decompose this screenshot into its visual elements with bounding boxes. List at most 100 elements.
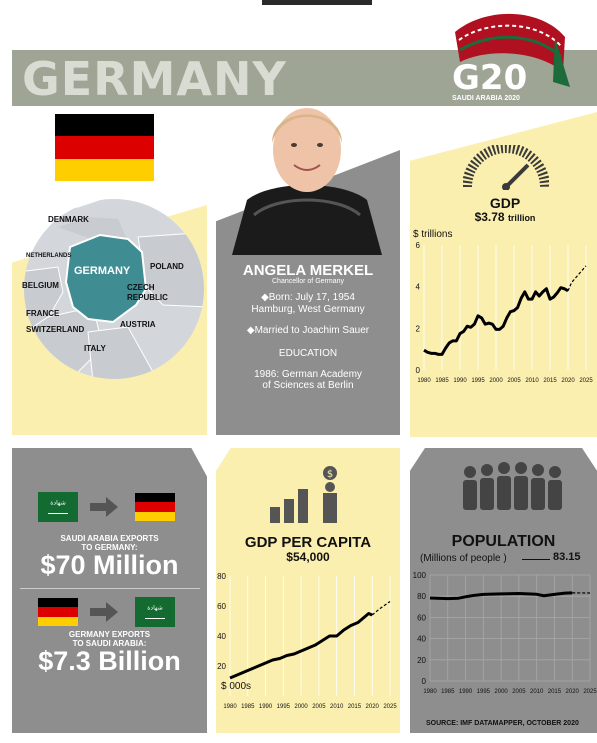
y-tick-label: 0 [416,366,421,375]
top-bar [262,0,372,5]
x-tick-label: 2025 [583,689,597,695]
y-tick-label: 6 [416,241,421,250]
x-tick-label: 2000 [489,378,503,384]
y-tick-label: 0 [422,677,427,686]
export-label-1: SAUDI ARABIA EXPORTS [60,534,159,543]
x-tick-label: 2005 [507,378,521,384]
y-tick-label: 40 [217,632,226,641]
x-tick-label: 2010 [525,378,539,384]
leader-born-date: ◆Born: July 17, 1954 [261,292,355,303]
leader-born-place: Hamburg, West Germany [251,304,365,315]
x-tick-label: 1980 [423,689,437,695]
y-tick-label: 40 [417,635,426,644]
germany-flag-3 [38,598,78,626]
x-tick-label: 2010 [530,689,544,695]
map-label-france: FRANCE [26,309,60,318]
y-tick-label: 2 [416,324,421,333]
g20-logo-text: G20 [452,58,528,98]
x-tick-label: 1980 [223,704,237,710]
saudi-flag-2: شهادة [135,597,175,627]
header-band [12,50,597,106]
projection-line [567,265,587,292]
gdp-per-capita-chart: 1980 1985 1990 1995 2000 2005 2010 2015 2020 2025… [217,572,397,710]
education-heading: EDUCATION [278,348,338,359]
x-tick-label: 2015 [548,689,562,695]
trade-panel [12,448,207,733]
y-tick-label: 4 [416,283,421,292]
trade-divider [20,588,200,589]
series-line [423,286,569,356]
population-latest-value: 83.15 [553,551,581,563]
series-line [429,591,573,601]
ribbon-decoration [455,13,570,87]
y-tick-label: 60 [217,602,226,611]
x-tick-label: 1995 [471,378,485,384]
y-tick-label: 60 [417,613,426,622]
x-tick-label: 2000 [294,704,308,710]
y-tick-label: 100 [413,571,427,580]
arrow-right-icon [90,602,118,622]
gauge-icon [463,145,549,190]
x-tick-label: 1985 [241,704,255,710]
education-line-2: of Sciences at Berlin [262,380,354,391]
map-label-italy: ITALY [84,344,106,353]
gdp-per-capita-value: $54,000 [286,550,330,564]
g20-subtitle: SAUDI ARABIA 2020 [452,95,520,102]
y-tick-label: 20 [217,662,226,671]
map-label-denmark: DENMARK [48,215,89,224]
germany-flag-2 [135,493,175,521]
x-tick-label: 1990 [459,689,473,695]
y-tick-label: 20 [417,656,426,665]
export-value: $70 Million [40,550,179,580]
x-tick-label: 2005 [512,689,526,695]
map-label-germany: GERMANY [74,265,131,277]
x-tick-label: 2010 [330,704,344,710]
leader-married: ◆Married to Joachim Sauer [246,325,370,336]
map-label-czech: CZECH [127,283,155,292]
projection-line [371,601,391,616]
import-label-2: TO SAUDI ARABIA: [72,639,147,648]
import-label-1: GERMANY EXPORTS [68,630,151,639]
y-tick-label: 80 [217,572,226,581]
germany-flag [55,114,154,181]
page-title: GERMANY [22,52,287,106]
gdp-value-unit: trillion [507,213,536,223]
x-tick-label: 2000 [494,689,508,695]
map-label-austria: AUSTRIA [120,320,156,329]
x-tick-label: 2020 [566,689,580,695]
export-label-2: TO GERMANY: [81,543,138,552]
arrow-right-icon [90,497,118,517]
leader-role: Chancellor of Germany [272,278,344,285]
gdp-panel [410,112,597,437]
y-tick-label: 80 [417,592,426,601]
population-title: POPULATION [451,533,556,550]
y-axis-label: $ 000s [221,681,251,692]
import-value: $7.3 Billion [38,646,181,676]
map-label-belgium: BELGIUM [22,281,59,290]
y-axis-label: $ trillions [413,229,452,240]
x-tick-label: 2020 [561,378,575,384]
x-tick-label: 2020 [366,704,380,710]
saudi-flag-1: شهادة [38,492,78,522]
gdp-value: $3.78 trillion [430,210,580,224]
x-tick-label: 2025 [579,378,593,384]
series-line [229,612,373,680]
x-tick-label: 1990 [453,378,467,384]
svg-text:$: $ [327,469,333,480]
portrait-photo [232,108,382,255]
x-tick-label: 2025 [383,704,397,710]
population-value-leader-line [522,559,550,560]
map-label-republic: REPUBLIC [127,293,168,302]
map-label-poland: POLAND [150,262,184,271]
population-ylabel: (Millions of people ) [420,553,507,564]
source-note: SOURCE: IMF DATAMAPPER, OCTOBER 2020 [426,720,579,727]
leader-name: ANGELA MERKEL [242,262,374,279]
x-tick-label: 1995 [477,689,491,695]
x-tick-label: 1985 [441,689,455,695]
gdp-chart: 1980 1985 1990 1995 2000 2005 2010 2015 2020 2025… [413,229,593,384]
gdp-chart-title: GDP [489,195,521,211]
population-chart: 1980 1985 1990 1995 2000 2005 2010 2015 2020 2025… [413,571,597,695]
people-icon [463,462,562,510]
x-tick-label: 2005 [312,704,326,710]
gdp-per-capita-title: GDP PER CAPITA [244,534,372,551]
